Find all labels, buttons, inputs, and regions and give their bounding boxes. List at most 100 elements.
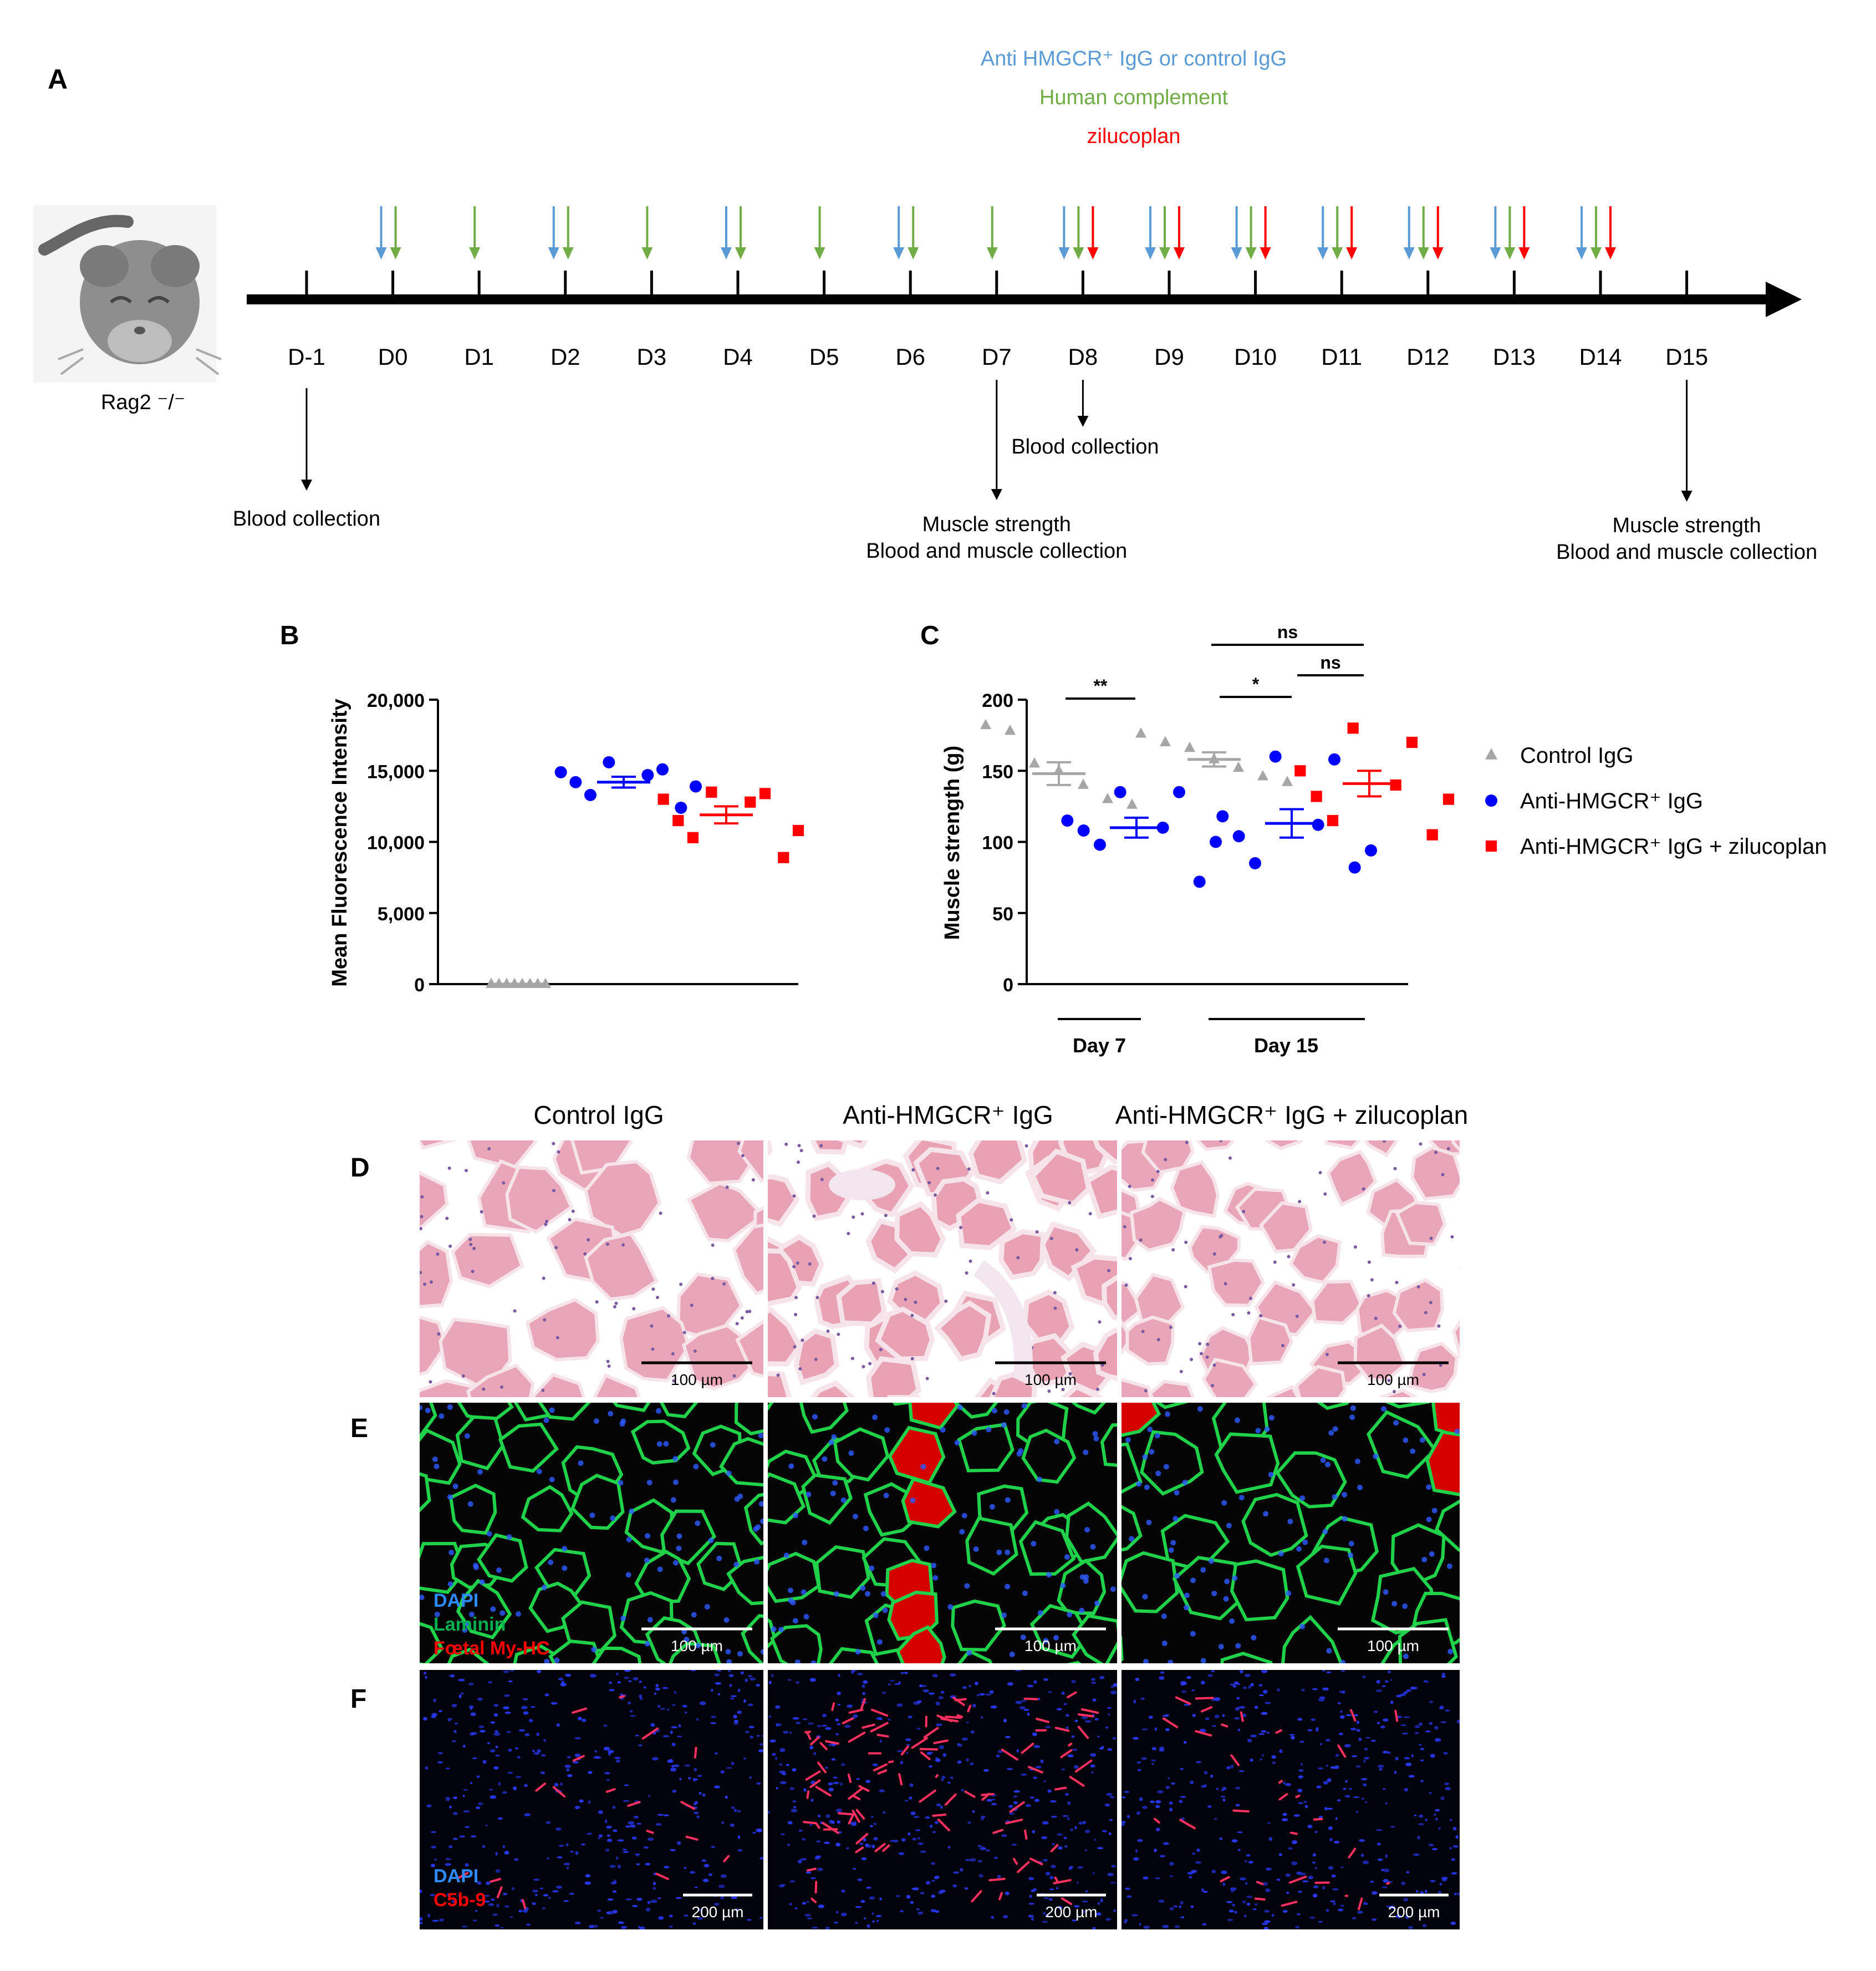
nucleus: [1143, 1659, 1149, 1663]
nucleus: [430, 1831, 437, 1833]
nucleus: [1049, 1236, 1053, 1240]
c5b9-deposit: [848, 1786, 864, 1800]
nucleus: [1451, 1858, 1456, 1861]
nucleus: [1201, 1888, 1204, 1892]
injection-arrowhead-complement: [1245, 247, 1257, 259]
nucleus: [615, 1856, 619, 1860]
data-point: [1114, 786, 1126, 798]
nucleus: [1271, 1755, 1276, 1759]
nucleus: [801, 1338, 804, 1342]
nucleus: [1187, 1872, 1194, 1875]
muscle-fiber: [810, 1380, 855, 1397]
nucleus: [717, 1693, 721, 1696]
c5b9-deposit: [804, 1730, 811, 1734]
nucleus: [566, 1768, 570, 1772]
c5b9-deposit: [935, 1774, 939, 1778]
nucleus: [1005, 1497, 1011, 1503]
nucleus: [1237, 1683, 1240, 1685]
nucleus: [1181, 1690, 1187, 1693]
nucleus: [448, 1845, 453, 1848]
nucleus: [445, 1797, 451, 1799]
nucleus: [996, 1754, 1000, 1758]
muscle-fiber: [1498, 1286, 1556, 1349]
muscle-fiber: [476, 1040, 530, 1102]
nucleus: [812, 1414, 818, 1420]
micrograph-d-1: [420, 1040, 763, 1397]
nucleus: [900, 1760, 904, 1765]
muscle-fiber: [1311, 1280, 1364, 1325]
nucleus: [669, 1914, 673, 1918]
nucleus: [612, 1890, 617, 1893]
nucleus: [560, 1782, 563, 1786]
injection-arrowhead-complement: [735, 247, 746, 259]
nucleus: [1352, 1917, 1357, 1919]
nucleus: [1282, 1812, 1287, 1816]
nucleus: [895, 1895, 900, 1897]
nucleus: [940, 1690, 945, 1694]
injection-arrowhead-complement: [641, 247, 653, 259]
nucleus: [1261, 1670, 1268, 1673]
nucleus: [420, 1215, 424, 1219]
nucleus: [609, 1865, 616, 1868]
c5b9-deposit: [882, 1844, 890, 1852]
nucleus: [1311, 1718, 1316, 1722]
nucleus: [1381, 1868, 1385, 1871]
injection-arrowhead-igg: [1490, 247, 1501, 259]
nucleus: [636, 1863, 640, 1866]
muscle-fiber: [1155, 1403, 1189, 1409]
nucleus: [782, 1773, 787, 1775]
c5b9-deposit: [1013, 1858, 1018, 1865]
c5b9-deposit: [1281, 1901, 1298, 1907]
injection-arrowhead-zilucoplan: [1346, 247, 1358, 259]
nucleus: [1022, 1590, 1028, 1596]
nucleus: [1056, 1708, 1062, 1711]
nucleus: [1301, 1688, 1305, 1692]
nucleus: [833, 1591, 839, 1597]
endomysial-infiltrate: [973, 1260, 1033, 1380]
nucleus: [1245, 1882, 1248, 1885]
significance-label: ns: [1277, 622, 1298, 642]
nucleus: [954, 1440, 960, 1446]
nucleus: [693, 1802, 697, 1805]
nucleus: [654, 1692, 657, 1695]
nucleus: [618, 1480, 624, 1486]
nucleus: [1316, 1785, 1322, 1789]
injection-arrowhead-igg: [1058, 247, 1070, 259]
nucleus: [603, 1746, 610, 1751]
nucleus: [809, 1824, 813, 1826]
muscle-fiber: [612, 1403, 651, 1413]
nucleus: [598, 1834, 603, 1838]
c5b9-deposit: [819, 1742, 828, 1750]
nucleus: [500, 1385, 504, 1389]
nucleus: [1043, 1638, 1049, 1644]
nucleus: [682, 1331, 686, 1335]
nucleus: [672, 1789, 677, 1793]
nucleus: [1328, 1866, 1334, 1870]
muscle-fiber: [319, 1642, 370, 1688]
nucleus: [1351, 1755, 1358, 1758]
muscle-fiber: [1021, 1428, 1077, 1484]
nucleus: [1219, 1235, 1222, 1239]
nucleus: [1236, 1697, 1240, 1700]
nucleus: [1046, 1572, 1052, 1578]
c5b9-deposit: [944, 1793, 957, 1806]
muscle-fiber: [1102, 1274, 1117, 1321]
nucleus: [847, 1231, 850, 1235]
nucleus: [609, 1689, 615, 1692]
nucleus: [722, 1282, 726, 1286]
nucleus: [434, 1858, 437, 1861]
muscle-fiber: [477, 1533, 528, 1583]
nucleus: [1367, 1260, 1371, 1264]
muscle-fiber: [1410, 1145, 1460, 1201]
nucleus: [986, 1849, 990, 1852]
muscle-fiber: [525, 1297, 600, 1362]
nucleus: [1230, 1683, 1235, 1686]
nucleus: [1156, 1827, 1160, 1832]
nucleus: [1439, 1705, 1444, 1710]
nucleus: [1312, 1688, 1318, 1690]
nucleus: [1264, 1920, 1271, 1923]
nucleus: [1337, 1702, 1342, 1705]
data-point: [1102, 793, 1113, 803]
